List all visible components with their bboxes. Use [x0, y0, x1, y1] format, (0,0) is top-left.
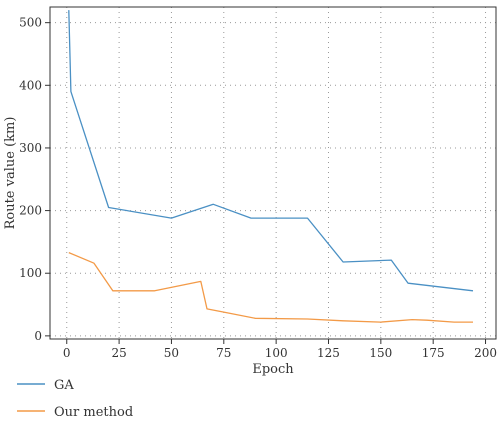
x-tick-label: 150 [369, 346, 392, 360]
y-axis-title: Route value (km) [3, 117, 18, 230]
x-tick-label: 0 [63, 346, 71, 360]
y-tick-label: 100 [19, 266, 42, 280]
y-tick-label: 400 [19, 78, 42, 92]
legend-label: Our method [54, 405, 133, 420]
legend: GA Our method [17, 378, 133, 420]
x-tick-label: 75 [216, 346, 231, 360]
legend-label: GA [54, 378, 74, 393]
x-axis-ticks: 0 25 50 75 100 125 150 175 200 [63, 339, 497, 360]
series-line-our-method [68, 252, 473, 323]
grid [50, 7, 496, 339]
series-lines [68, 10, 474, 323]
x-tick-label: 25 [111, 346, 126, 360]
y-axis-ticks: 0 100 200 300 400 500 [19, 16, 50, 343]
legend-item: Our method [17, 405, 133, 420]
legend-item: GA [17, 378, 74, 393]
y-tick-label: 300 [19, 141, 42, 155]
x-tick-label: 175 [422, 346, 445, 360]
series-line-ga [68, 10, 474, 292]
x-tick-label: 100 [265, 346, 288, 360]
x-tick-label: 200 [474, 346, 497, 360]
x-tick-label: 125 [317, 346, 340, 360]
y-tick-label: 200 [19, 204, 42, 218]
x-tick-label: 50 [164, 346, 179, 360]
plot-area-frame [49, 6, 497, 340]
y-tick-label: 500 [19, 16, 42, 30]
x-axis-title: Epoch [252, 362, 294, 377]
y-tick-label: 0 [34, 329, 42, 343]
